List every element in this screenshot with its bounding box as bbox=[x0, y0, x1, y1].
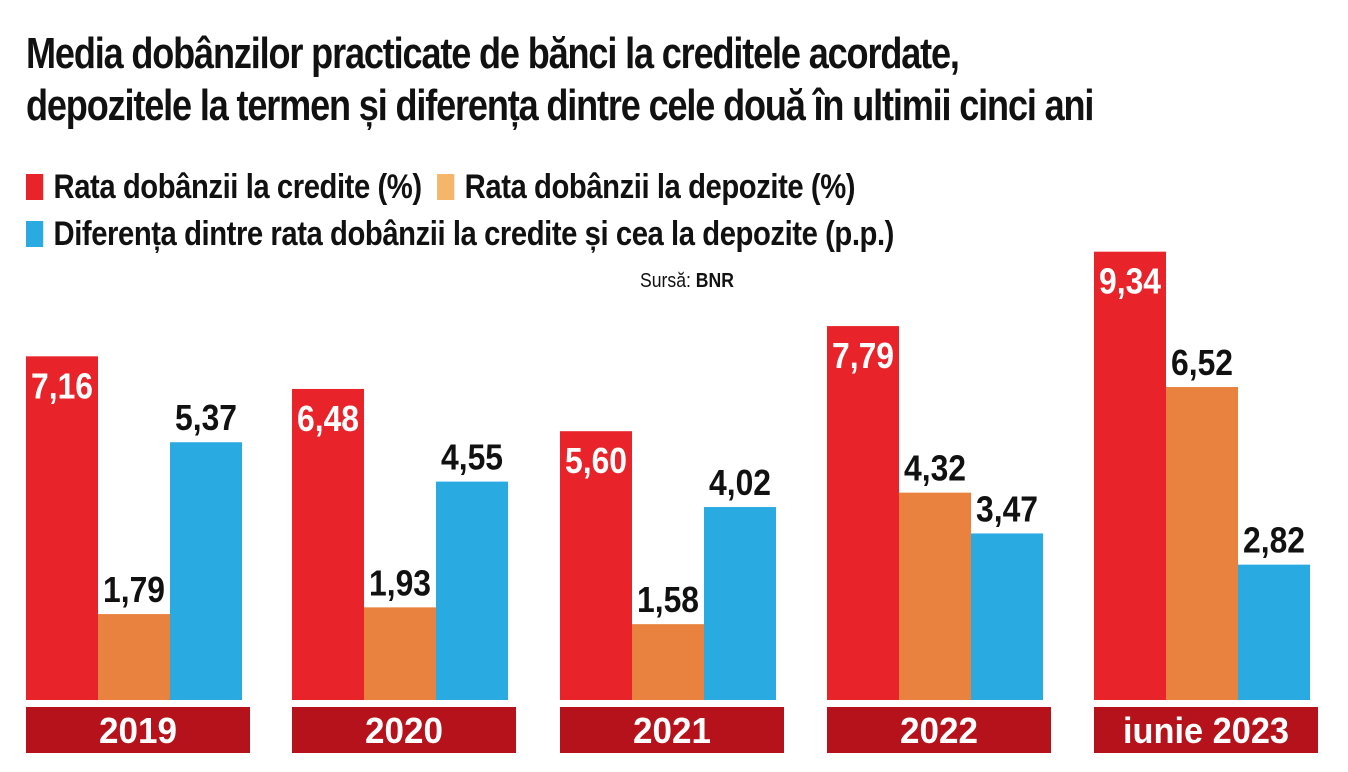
bar-1-0 bbox=[292, 388, 364, 700]
bar-1-1 bbox=[364, 607, 436, 700]
legend-swatch-depozite bbox=[437, 174, 455, 200]
source-label: Sursă: bbox=[640, 270, 691, 292]
bar-2-1 bbox=[632, 624, 704, 700]
bar-0-0 bbox=[26, 356, 98, 700]
bar-value-label-3-0: 7,79 bbox=[832, 335, 894, 376]
bar-1-2 bbox=[436, 481, 508, 700]
chart-title-line-2: depozitele la termen și diferența dintre… bbox=[26, 81, 1094, 130]
bar-0-1 bbox=[98, 614, 170, 700]
bar-3-1 bbox=[899, 492, 971, 700]
legend-swatch-diferenta bbox=[26, 221, 44, 247]
legend-item-depozite: Rata dobânzii la depozite (%) bbox=[437, 167, 856, 207]
year-label-0: 2019 bbox=[99, 710, 177, 751]
bar-value-label-2-1: 1,58 bbox=[637, 579, 699, 620]
year-band-3 bbox=[827, 707, 1051, 753]
bar-4-2 bbox=[1238, 564, 1310, 700]
bar-value-label-2-2: 4,02 bbox=[709, 462, 771, 503]
bar-2-2 bbox=[704, 507, 776, 700]
bar-0-2 bbox=[170, 442, 242, 700]
bar-value-label-3-1: 4,32 bbox=[904, 448, 966, 489]
year-label-4: iunie 2023 bbox=[1123, 710, 1289, 751]
bar-value-label-4-1: 6,52 bbox=[1171, 342, 1233, 383]
source-value: BNR bbox=[695, 270, 734, 292]
bar-value-label-4-0: 9,34 bbox=[1099, 261, 1161, 302]
bar-value-label-1-1: 1,93 bbox=[369, 562, 431, 603]
year-label-2: 2021 bbox=[633, 710, 711, 751]
bar-value-label-4-2: 2,82 bbox=[1243, 520, 1305, 561]
bar-value-label-0-2: 5,37 bbox=[175, 397, 237, 438]
year-band-2 bbox=[560, 707, 784, 753]
bar-2-0 bbox=[560, 431, 632, 700]
bar-3-2 bbox=[971, 533, 1043, 700]
legend-item-credite: Rata dobânzii la credite (%) bbox=[26, 168, 422, 207]
bar-4-1 bbox=[1166, 387, 1238, 700]
bar-value-label-1-0: 6,48 bbox=[297, 398, 359, 439]
legend-label-credite: Rata dobânzii la credite (%) bbox=[53, 167, 423, 206]
year-label-3: 2022 bbox=[900, 710, 978, 751]
bar-value-label-2-0: 5,60 bbox=[565, 440, 627, 481]
bar-value-label-0-0: 7,16 bbox=[31, 365, 93, 406]
source-note: Sursă: BNR bbox=[640, 270, 734, 293]
year-band-1 bbox=[292, 707, 516, 753]
bar-3-0 bbox=[827, 326, 899, 700]
legend-row-2: Diferența dintre rata dobânzii la credit… bbox=[26, 212, 909, 256]
bar-value-label-1-2: 4,55 bbox=[441, 437, 503, 478]
year-band-0 bbox=[26, 707, 250, 753]
bar-value-label-3-2: 3,47 bbox=[976, 488, 1038, 529]
chart-title-line-1: Media dobânzilor practicate de bănci la … bbox=[26, 29, 960, 78]
legend-swatch-credite bbox=[26, 174, 44, 200]
chart-title: Media dobânzilor practicate de bănci la … bbox=[26, 28, 1094, 132]
legend-row-1: Rata dobânzii la credite (%) Rata dobânz… bbox=[26, 165, 871, 209]
year-band-4 bbox=[1094, 707, 1318, 753]
bar-4-0 bbox=[1094, 251, 1166, 700]
year-label-1: 2020 bbox=[365, 710, 443, 751]
legend-item-diferenta: Diferența dintre rata dobânzii la credit… bbox=[26, 215, 894, 254]
legend-label-depozite: Rata dobânzii la depozite (%) bbox=[464, 167, 856, 206]
bar-value-label-0-1: 1,79 bbox=[103, 569, 165, 610]
legend-label-diferenta: Diferența dintre rata dobânzii la credit… bbox=[53, 214, 895, 253]
